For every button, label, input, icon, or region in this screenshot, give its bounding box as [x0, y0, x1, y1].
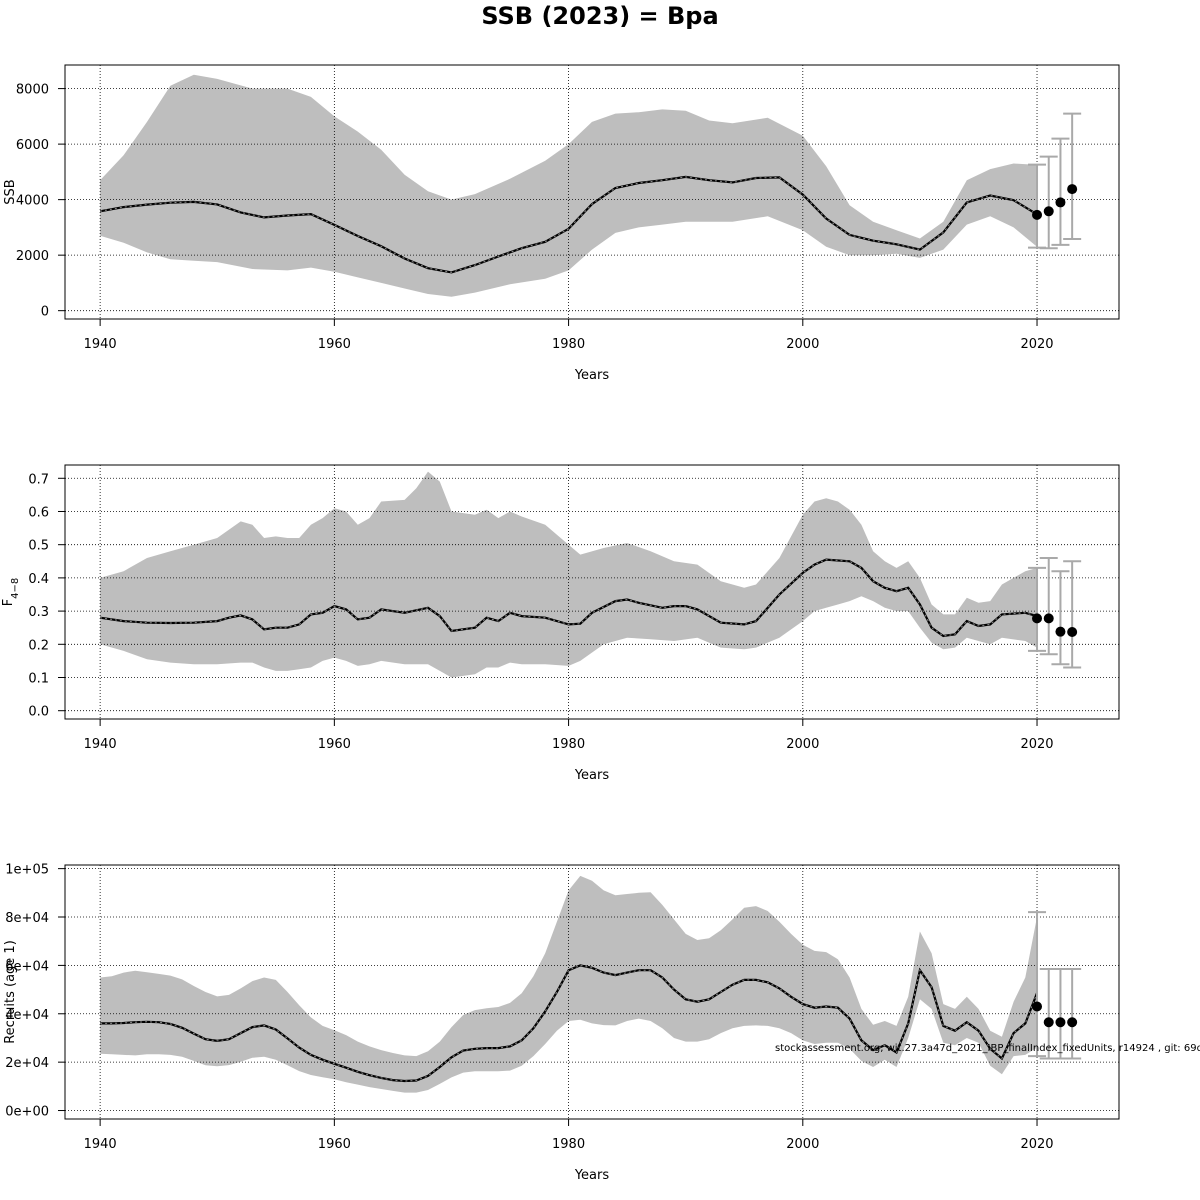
forecast-point	[1032, 209, 1043, 220]
x-tick-label: 1980	[552, 737, 585, 752]
x-tick-label: 1940	[84, 337, 117, 352]
y-tick-label: 0.4	[28, 572, 49, 587]
forecast-point	[1043, 206, 1054, 217]
panel-3: 1940 1960 1980 2000 2020 0e+00 2e+04 4e+04 6e+04…	[3, 863, 1120, 1183]
forecast-point	[1067, 1017, 1078, 1028]
x-tick-label: 1940	[84, 737, 117, 752]
x-tick-label: 1980	[552, 337, 585, 352]
x-tick-label: 2020	[1020, 337, 1053, 352]
y-axis-label: Recruits (age 1)	[3, 940, 18, 1044]
x-axis-label: Years	[574, 768, 610, 783]
forecast-point	[1043, 1017, 1054, 1028]
y-tick-label: 0.6	[28, 505, 49, 520]
x-tick-label: 1940	[84, 1137, 117, 1152]
y-axis-label-subscript: 4−8	[10, 578, 21, 599]
forecast-point	[1067, 627, 1078, 638]
y-tick-label: 0	[41, 305, 49, 320]
y-tick-label: 0.2	[28, 638, 49, 653]
plot-frame	[64, 64, 1120, 320]
y-tick-label: 1e+05	[5, 863, 49, 878]
y-tick-label: 0.1	[28, 671, 49, 686]
y-tick-label: 8e+04	[5, 911, 49, 926]
plot-frame	[64, 464, 1120, 720]
confidence-band	[100, 471, 1038, 678]
y-tick-label: 0.7	[28, 472, 49, 487]
estimate-line-dots	[100, 176, 1038, 273]
x-tick-label: 2000	[786, 737, 819, 752]
x-tick-label: 1960	[318, 1137, 351, 1152]
y-tick-label: 8000	[16, 83, 49, 98]
x-tick-label: 2000	[786, 1137, 819, 1152]
chart-title: SSB (2023) = Bpa	[481, 2, 718, 30]
x-tick-label: 2020	[1020, 1137, 1053, 1152]
x-tick-label: 1980	[552, 1137, 585, 1152]
panel-1: 1940 1960 1980 2000 2020 0 2000 4000 6000 8000 Yea…	[3, 64, 1120, 383]
footnote: stockassessment.org, wit.27.3a47d_2021_I…	[775, 1043, 1200, 1054]
forecast-point	[1055, 626, 1066, 637]
y-tick-label: 2e+04	[5, 1056, 49, 1071]
y-tick-label: 4000	[16, 194, 49, 209]
forecast-point	[1055, 1017, 1066, 1028]
forecast-point	[1032, 1001, 1043, 1012]
x-axis-label: Years	[574, 1168, 610, 1183]
x-tick-label: 2000	[786, 337, 819, 352]
y-tick-label: 2000	[16, 249, 49, 264]
x-tick-label: 1960	[318, 737, 351, 752]
y-tick-label: 0.5	[28, 539, 49, 554]
x-tick-label: 2020	[1020, 737, 1053, 752]
y-axis-label: F4−8	[1, 578, 21, 607]
y-tick-label: 6000	[16, 138, 49, 153]
estimate-line-dots	[100, 559, 1038, 637]
forecast-point	[1032, 613, 1043, 624]
forecast-point	[1067, 184, 1078, 195]
x-axis-label: Years	[574, 368, 610, 383]
plot-frame	[64, 864, 1120, 1120]
x-tick-label: 1960	[318, 337, 351, 352]
estimate-line	[100, 964, 1039, 1083]
y-tick-label: 0.0	[28, 705, 49, 720]
confidence-band	[100, 875, 1038, 1093]
panel-2: 1940 1960 1980 2000 2020 0.0 0.1 0.2 0.3 0.4 0.5 0.…	[1, 464, 1120, 783]
forecast-point	[1055, 197, 1066, 208]
y-tick-label: 0.3	[28, 605, 49, 620]
forecast-point	[1043, 613, 1054, 624]
y-tick-label: 6e+04	[5, 959, 49, 974]
panels-group: 1940 1960 1980 2000 2020 0 2000 4000 6000 8000 Yea…	[1, 64, 1120, 1183]
y-axis-label: SSB	[3, 179, 18, 204]
y-tick-label: 4e+04	[5, 1008, 49, 1023]
y-tick-label: 0e+00	[5, 1105, 49, 1120]
